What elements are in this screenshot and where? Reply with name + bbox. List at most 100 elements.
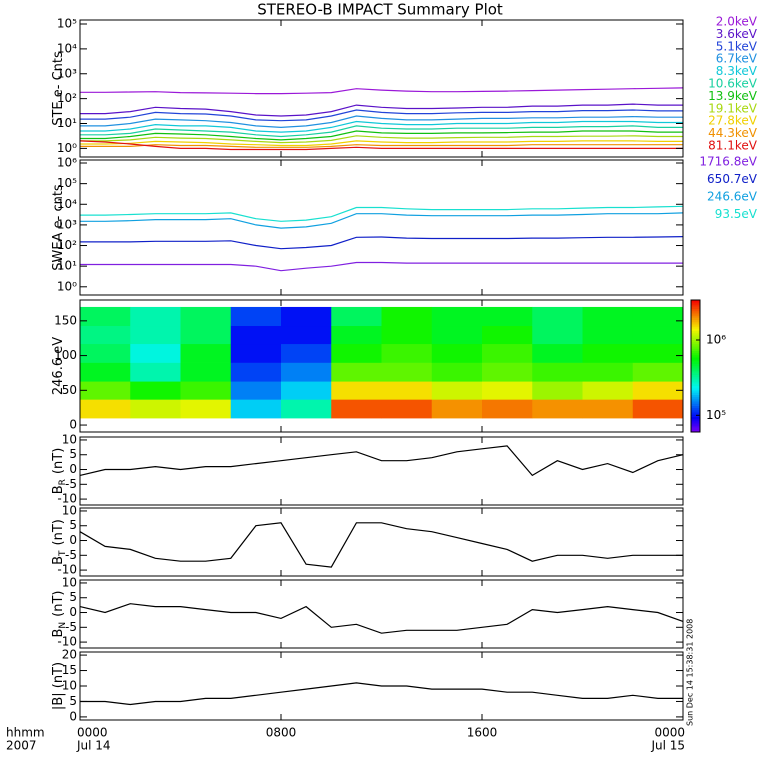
heatmap-cell: [431, 343, 483, 363]
y-axis-label-text: 246.6 eV: [51, 337, 66, 395]
heatmap-cell: [431, 325, 483, 345]
y-tick-label: 10: [62, 679, 77, 693]
heatmap-cell: [281, 399, 332, 419]
heatmap-cell: [532, 325, 583, 345]
colorbar-tick-label: 10⁶: [706, 333, 726, 347]
heatmap-cell: [180, 362, 232, 382]
colorbar-segment: [691, 399, 700, 402]
y-tick-label: 10⁶: [57, 156, 77, 170]
x-tick-label: 1600: [467, 726, 498, 740]
y-axis-label: BN (nT): [51, 591, 68, 638]
y-tick-label: -10: [57, 635, 77, 649]
heatmap-cell: [180, 343, 232, 363]
y-axis-label: BT (nT): [51, 519, 68, 565]
heatmap-cell: [482, 343, 533, 363]
heatmap-cell: [482, 306, 533, 327]
heatmap-cell: [431, 362, 483, 382]
y-tick-label: 10⁰: [57, 141, 77, 155]
panel: 10⁵ 10⁶ 0 50 100 150 246.6 eV: [51, 299, 726, 433]
legend-entry: 19.1keV: [708, 101, 758, 115]
heatmap-cell: [230, 306, 282, 327]
data-line: [79, 522, 683, 568]
heatmap-cell: [230, 325, 282, 345]
y-tick-label: 10⁴: [57, 197, 77, 211]
y-tick-label: 50: [62, 383, 77, 397]
timestamp: Sun Dec 14 15:38:31 2008: [686, 619, 695, 726]
y-axis-label: STE e- Cnts: [51, 51, 66, 126]
heatmap-cell: [381, 306, 433, 327]
x-date-label: Jul 14: [76, 739, 111, 753]
colorbar-segment: [691, 416, 700, 420]
heatmap-cell: [281, 306, 332, 327]
y-tick-label: 5: [69, 518, 77, 532]
heatmap-cell: [532, 362, 583, 382]
colorbar-segment: [691, 339, 700, 343]
x-date-label: Jul 15: [650, 739, 685, 753]
heatmap-cell: [180, 399, 232, 419]
y-tick-label: 10⁴: [57, 41, 77, 55]
heatmap-cell: [381, 325, 433, 345]
y-tick-label: 0: [69, 605, 77, 619]
heatmap-cell: [582, 399, 634, 419]
heatmap-cell: [632, 343, 684, 363]
heatmap-cell: [582, 325, 634, 345]
legend-entry: 93.5eV: [715, 207, 758, 221]
colorbar-segment: [691, 396, 700, 400]
heatmap-cell: [632, 306, 684, 327]
colorbar-segment: [691, 357, 700, 360]
data-line: [80, 140, 683, 147]
heatmap-cell: [281, 381, 332, 400]
colorbar-segment: [691, 410, 700, 413]
colorbar-segment: [691, 394, 700, 398]
heatmap-cell: [130, 381, 181, 400]
colorbar-segment: [691, 326, 700, 329]
y-axis-label-subscript: T: [58, 550, 68, 557]
colorbar-segment: [691, 302, 700, 305]
data-line: [80, 125, 683, 138]
panel-frame: [79, 299, 684, 433]
heatmap-cell: [632, 399, 684, 419]
legend-entry: 2.0keV: [716, 15, 758, 29]
y-axis-label-unit: (nT): [51, 448, 66, 474]
colorbar-segment: [691, 317, 700, 321]
panel-frame: [79, 507, 684, 577]
x-tick-label: 0000: [77, 726, 108, 740]
heatmap-cell: [431, 381, 483, 400]
colorbar-segment: [691, 359, 700, 362]
colorbar-segment: [691, 324, 700, 327]
colorbar-segment: [691, 401, 700, 404]
heatmap-cell: [532, 343, 583, 363]
heatmap-cell: [281, 325, 332, 345]
colorbar-segment: [691, 374, 700, 378]
y-axis-label-text: B: [51, 485, 66, 494]
y-tick-label: 10³: [57, 217, 77, 231]
y-tick-label: -5: [65, 477, 77, 491]
colorbar-segment: [691, 350, 700, 354]
colorbar-segment: [691, 319, 700, 323]
legend-entry: 6.7keV: [716, 52, 758, 66]
legend-entry: 3.6keV: [716, 27, 758, 41]
heatmap-cell: [582, 343, 634, 363]
heatmap-cell: [130, 325, 181, 345]
colorbar-segment: [691, 308, 700, 312]
y-axis-label-text: B: [51, 556, 66, 565]
heatmap-cell: [482, 399, 533, 419]
legend-entry: 650.7eV: [707, 172, 758, 186]
y-tick-label: 10²: [57, 91, 77, 105]
y-tick-label: 20: [62, 648, 77, 662]
colorbar-segment: [691, 328, 700, 332]
colorbar-segment: [691, 306, 700, 310]
data-line: [80, 109, 683, 122]
y-tick-label: 5: [69, 590, 77, 604]
heatmap-cell: [532, 306, 583, 327]
plot-title: STEREO-B IMPACT Summary Plot: [257, 1, 503, 19]
legend-entry: 27.8keV: [708, 114, 758, 128]
legend-entry: 8.3keV: [716, 64, 758, 78]
heatmap-cell: [431, 399, 483, 419]
colorbar-segment: [691, 361, 700, 365]
data-line: [80, 212, 684, 229]
panel-frame: [79, 19, 684, 158]
colorbar-segment: [691, 368, 700, 371]
heatmap-cell: [331, 306, 382, 327]
y-axis-label: BR (nT): [51, 448, 68, 495]
